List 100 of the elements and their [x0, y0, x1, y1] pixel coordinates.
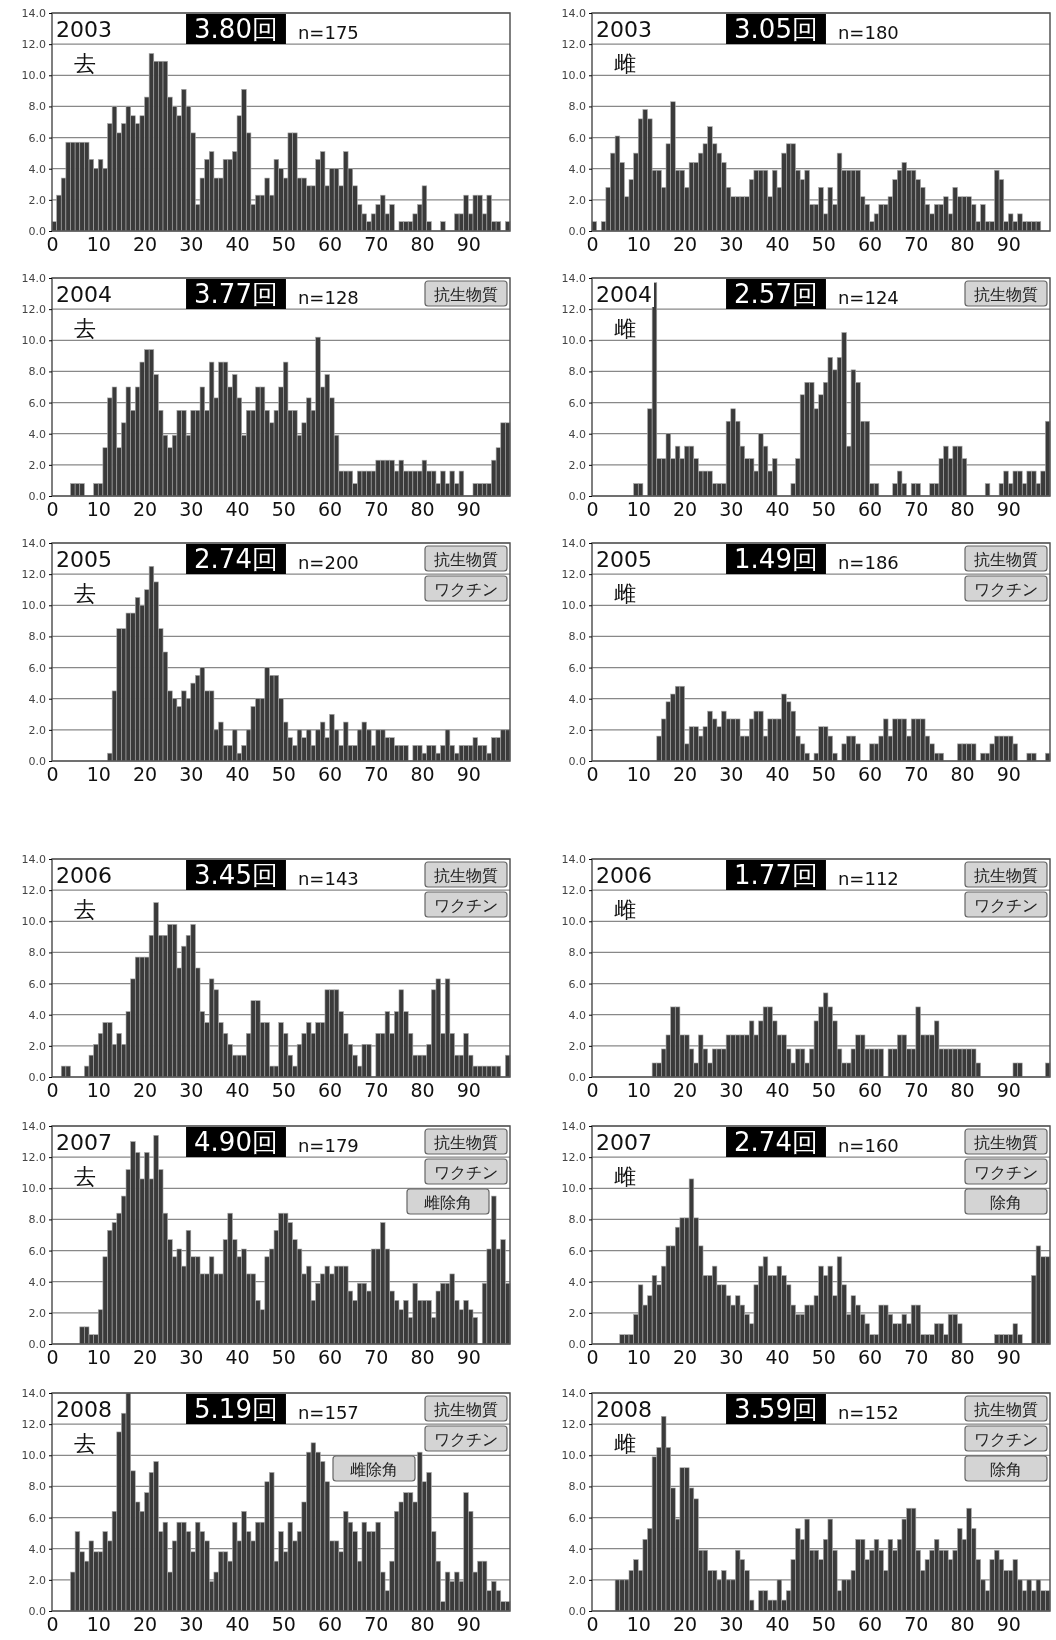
- y-tick-label: 8.0: [568, 630, 586, 644]
- chart-subtitle: 1.49回: [734, 544, 818, 574]
- chart-subtitle: 1.77回: [734, 860, 818, 890]
- x-tick-label: 50: [271, 1613, 296, 1636]
- x-tick-label: 60: [857, 233, 883, 256]
- x-tick-label: 20: [132, 1346, 158, 1369]
- y-tick-label: 14.0: [561, 1387, 586, 1401]
- chart-subtitle: 3.77回: [194, 279, 278, 309]
- y-tick-label: 10.0: [561, 1449, 586, 1463]
- x-tick-label: 80: [950, 498, 975, 521]
- x-tick-label: 40: [765, 233, 790, 256]
- annotation: 去: [74, 581, 96, 606]
- annotation: 抗生物質: [974, 1133, 1038, 1152]
- y-tick-label: 10.0: [21, 1449, 46, 1463]
- y-tick-label: 0.0: [568, 1338, 586, 1352]
- annotation: 去: [74, 1431, 96, 1456]
- y-tick-label: 0.0: [28, 1605, 46, 1619]
- y-tick-label: 4.0: [28, 427, 46, 441]
- x-tick-label: 10: [626, 1346, 651, 1369]
- label-tag: 抗生物質: [964, 1395, 1048, 1422]
- label-tag: ワクチン: [964, 891, 1048, 918]
- x-tick-label: 90: [456, 498, 481, 521]
- x-tick-label: 70: [904, 498, 929, 521]
- x-tick-label: 0: [586, 498, 599, 521]
- x-tick-label: 80: [950, 1613, 975, 1636]
- x-tick-label: 70: [364, 1079, 389, 1102]
- x-tick-label: 10: [626, 233, 651, 256]
- y-tick-label: 8.0: [28, 1480, 46, 1494]
- y-tick-label: 6.0: [28, 977, 46, 991]
- x-tick-label: 20: [132, 1079, 158, 1102]
- x-tick-label: 50: [811, 1079, 836, 1102]
- y-tick-label: 4.0: [568, 1008, 586, 1022]
- x-tick-label: 20: [132, 233, 158, 256]
- label-tag: 抗生物質: [424, 545, 508, 572]
- chart-subtitle: 5.19回: [194, 1394, 278, 1424]
- annotation: 去: [74, 1164, 96, 1189]
- annotation: n=128: [297, 287, 359, 308]
- y-tick-label: 14.0: [21, 853, 46, 867]
- x-tick-label: 60: [857, 1613, 883, 1636]
- x-tick-label: 30: [719, 498, 744, 521]
- annotation: 雌: [614, 1431, 636, 1456]
- label-tag: 抗生物質: [424, 280, 508, 307]
- y-tick-label: 0.0: [568, 755, 586, 769]
- x-tick-label: 50: [271, 498, 296, 521]
- y-tick-label: 4.0: [28, 692, 46, 706]
- x-tick-label: 10: [86, 498, 111, 521]
- annotation: 去: [74, 316, 96, 341]
- x-tick-label: 50: [271, 1346, 296, 1369]
- annotation: 抗生物質: [434, 285, 498, 304]
- y-tick-label: 6.0: [28, 661, 46, 675]
- annotation: 抗生物質: [434, 1133, 498, 1152]
- x-tick-label: 30: [179, 498, 204, 521]
- chart-subtitle: 3.05回: [734, 14, 818, 44]
- x-tick-label: 80: [410, 1613, 435, 1636]
- y-tick-label: 0.0: [28, 490, 46, 504]
- annotation: 去: [74, 51, 96, 76]
- x-tick-label: 10: [86, 763, 111, 786]
- x-tick-label: 60: [857, 498, 883, 521]
- x-tick-label: 90: [996, 1346, 1021, 1369]
- x-tick-label: 90: [996, 1079, 1021, 1102]
- x-tick-label: 40: [225, 1613, 250, 1636]
- y-tick-label: 8.0: [568, 1480, 586, 1494]
- x-tick-label: 50: [271, 763, 296, 786]
- annotation: ワクチン: [974, 580, 1038, 599]
- annotation: 除角: [990, 1460, 1022, 1479]
- y-tick-label: 6.0: [568, 661, 586, 675]
- y-tick-label: 14.0: [21, 7, 46, 21]
- chart-title: 2006: [596, 863, 652, 888]
- annotation: 抗生物質: [974, 1400, 1038, 1419]
- chart-subtitle: 2.74回: [734, 1127, 818, 1157]
- x-tick-label: 40: [225, 233, 250, 256]
- y-tick-label: 4.0: [568, 1275, 586, 1289]
- annotation: n=160: [837, 1135, 899, 1156]
- annotation: n=180: [837, 22, 899, 43]
- y-tick-label: 8.0: [28, 100, 46, 114]
- x-tick-label: 30: [719, 1079, 744, 1102]
- x-tick-label: 80: [410, 763, 435, 786]
- y-tick-label: 14.0: [561, 853, 586, 867]
- x-tick-label: 90: [456, 233, 481, 256]
- x-tick-label: 40: [225, 498, 250, 521]
- annotation: ワクチン: [434, 1430, 498, 1449]
- x-tick-label: 60: [317, 1346, 343, 1369]
- y-tick-label: 10.0: [21, 599, 46, 613]
- x-tick-label: 10: [86, 233, 111, 256]
- chart-title: 2005: [596, 547, 652, 572]
- x-tick-label: 70: [904, 233, 929, 256]
- x-tick-label: 20: [672, 498, 698, 521]
- label-tag: 雌除角: [332, 1455, 416, 1482]
- y-tick-label: 0.0: [28, 755, 46, 769]
- y-tick-label: 12.0: [21, 1418, 46, 1432]
- x-tick-label: 80: [950, 763, 975, 786]
- label-tag: 除角: [964, 1455, 1048, 1482]
- y-tick-label: 2.0: [28, 1039, 46, 1053]
- y-tick-label: 4.0: [28, 1275, 46, 1289]
- y-tick-label: 8.0: [568, 1213, 586, 1227]
- y-tick-label: 2.0: [28, 458, 46, 472]
- y-tick-label: 6.0: [28, 1511, 46, 1525]
- label-tag: 除角: [964, 1188, 1048, 1215]
- x-tick-label: 20: [672, 1346, 698, 1369]
- x-tick-label: 60: [317, 233, 343, 256]
